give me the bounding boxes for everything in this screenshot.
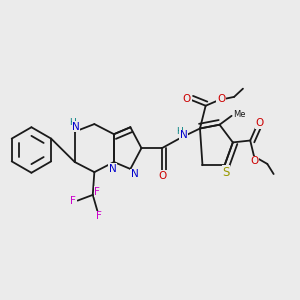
Text: S: S xyxy=(223,166,230,178)
Text: N: N xyxy=(109,164,117,174)
Text: O: O xyxy=(183,94,191,104)
Text: F: F xyxy=(94,187,100,197)
Text: N: N xyxy=(131,169,139,179)
Text: H: H xyxy=(176,127,182,136)
Text: O: O xyxy=(256,118,264,128)
Text: O: O xyxy=(217,94,225,104)
Text: O: O xyxy=(250,156,259,166)
Text: O: O xyxy=(158,171,166,181)
Text: F: F xyxy=(70,196,76,206)
Text: F: F xyxy=(96,212,102,221)
Text: H: H xyxy=(69,118,76,127)
Text: N: N xyxy=(72,122,80,132)
Text: Me: Me xyxy=(233,110,246,119)
Text: N: N xyxy=(180,130,188,140)
